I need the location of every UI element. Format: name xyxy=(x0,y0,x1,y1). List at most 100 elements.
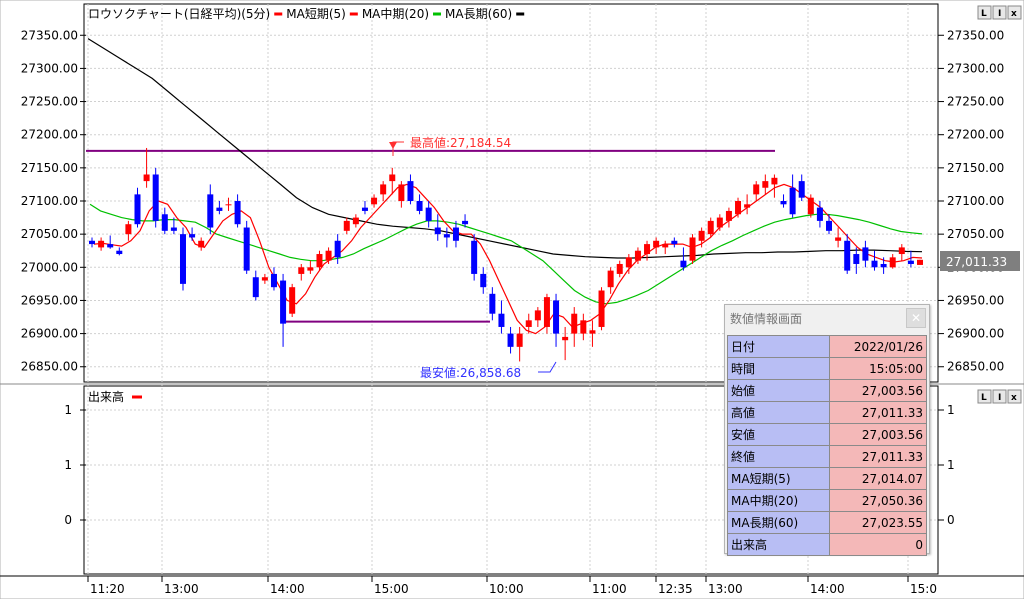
price-tick-label-left: 27300.00 xyxy=(21,61,78,75)
info-key: 時間 xyxy=(727,357,830,380)
candle-up xyxy=(889,257,896,268)
volume-panel-I-button[interactable] xyxy=(992,389,1007,404)
info-value: 27,014.07 xyxy=(829,467,927,490)
volume-y-axis: 1 1 1 1 0 0 xyxy=(64,403,954,527)
price-panel-L-label: L xyxy=(981,9,987,19)
volume-panel-L-label: L xyxy=(981,393,987,403)
candle-up xyxy=(598,290,605,327)
candle-down xyxy=(853,254,860,264)
price-tick-label-right: 26850.00 xyxy=(947,360,1004,374)
candle-up xyxy=(325,250,332,261)
info-value: 27,011.33 xyxy=(829,445,927,468)
info-key: 終値 xyxy=(727,445,830,468)
volume-panel-I-label: I xyxy=(998,393,1001,403)
candle-down xyxy=(844,240,851,271)
candle-down xyxy=(826,220,833,231)
info-key: 安値 xyxy=(727,423,830,446)
info-key: 出来高 xyxy=(727,533,830,556)
candle-down xyxy=(107,244,114,248)
price-legend: MA短期(5) MA中期(20) MA長期(60) xyxy=(274,6,525,21)
candle-up xyxy=(525,320,532,327)
price-tick-label-left: 27250.00 xyxy=(21,95,78,109)
volume-panel-frame xyxy=(83,385,939,575)
candle-down xyxy=(471,240,478,274)
candle-down xyxy=(489,293,496,314)
candle-up xyxy=(198,240,205,248)
info-value: 27,003.56 xyxy=(829,423,927,446)
current-price-tag xyxy=(940,251,1020,271)
candle-up xyxy=(607,270,614,288)
candle-down xyxy=(152,174,159,221)
candle-up xyxy=(735,201,742,215)
info-key: MA短期(5) xyxy=(727,467,830,490)
candle-up xyxy=(143,174,150,182)
candle-down xyxy=(280,280,287,324)
candle-up xyxy=(653,240,660,248)
price-y-axis-right: 27350.00 27300.00 27250.00 27200.00 27150.00… xyxy=(938,28,1004,374)
candle-up xyxy=(571,313,578,334)
candle-down xyxy=(207,194,214,228)
price-tick-label-left: 27100.00 xyxy=(21,194,78,208)
info-row: 時間 15:05:00 xyxy=(727,357,927,380)
candle-up xyxy=(516,333,523,347)
candle-up xyxy=(580,320,587,334)
info-table: 日付 2022/01/26 時間 15:05:00 始値 27,003.56 高値 27,01… xyxy=(727,335,927,556)
price-tick-label-left: 27150.00 xyxy=(21,161,78,175)
high-marker-arrow xyxy=(389,142,397,149)
price-panel-frame xyxy=(83,3,939,383)
candle-down xyxy=(498,313,505,327)
price-tick-label-right: 26900.00 xyxy=(947,327,1004,341)
price-panel-close-icon: x xyxy=(1011,9,1017,19)
moving-average-lines xyxy=(87,38,923,335)
price-tick-label-right: 27100.00 xyxy=(947,194,1004,208)
time-tick-label: 15:0 xyxy=(910,582,937,596)
time-tick-label: 14:00 xyxy=(810,582,845,596)
price-panel-L-button[interactable] xyxy=(977,5,992,20)
candlestick-series xyxy=(89,147,923,362)
volume-panel-title: 出来高 xyxy=(88,389,124,404)
numeric-info-panel[interactable]: 数値情報画面 ✕ 日付 2022/01/26 時間 15:05:00 始値 27,003.… xyxy=(724,304,930,556)
volume-panel-L-button[interactable] xyxy=(977,389,992,404)
candle-down xyxy=(462,220,469,225)
info-row: 終値 27,011.33 xyxy=(727,445,927,468)
price-tick-label-right: 27300.00 xyxy=(947,61,1004,75)
candle-down xyxy=(243,227,250,271)
close-icon[interactable]: ✕ xyxy=(906,308,926,328)
current-price-value: 27,011.33 xyxy=(946,255,1007,269)
candle-up xyxy=(698,230,705,241)
info-row: MA短期(5) 27,014.07 xyxy=(727,467,927,490)
info-key: 高値 xyxy=(727,401,830,424)
legend-label: MA長期(60) xyxy=(445,7,512,21)
candle-up xyxy=(616,263,623,274)
candle-down xyxy=(452,227,459,241)
x-axis-labels: 11:20 13:00 14:00 15:00 10:00 11:00 12:35 13:00… xyxy=(87,576,937,596)
candle-down xyxy=(871,260,878,268)
candle-up xyxy=(807,197,814,215)
candle-up xyxy=(307,267,314,271)
candle-down xyxy=(816,207,823,221)
time-tick-label: 13:00 xyxy=(164,582,199,596)
candle-up xyxy=(835,237,842,241)
candle-up xyxy=(625,257,632,268)
candle-down xyxy=(443,234,450,238)
candle-down xyxy=(480,273,487,288)
candle-up xyxy=(534,310,541,321)
info-panel-title-bar[interactable]: 数値情報画面 ✕ xyxy=(725,305,929,333)
candle-up xyxy=(298,267,305,274)
low-price-label: 最安値:26,858.68 xyxy=(420,365,521,380)
candle-up xyxy=(398,184,405,201)
price-panel-I-label: I xyxy=(998,9,1001,19)
ma-long-line xyxy=(87,38,923,259)
info-row: MA中期(20) 27,050.36 xyxy=(727,489,927,512)
volume-panel-close-button[interactable] xyxy=(1007,389,1022,404)
price-panel-close-button[interactable] xyxy=(1007,5,1022,20)
candle-up xyxy=(543,297,550,327)
info-value: 27,011.33 xyxy=(829,401,927,424)
candle-up xyxy=(125,224,132,235)
candle-down xyxy=(161,214,168,231)
price-tick-label-right: 27150.00 xyxy=(947,161,1004,175)
price-tick-label-right: 27250.00 xyxy=(947,95,1004,109)
candle-down xyxy=(671,240,678,245)
price-panel-I-button[interactable] xyxy=(992,5,1007,20)
